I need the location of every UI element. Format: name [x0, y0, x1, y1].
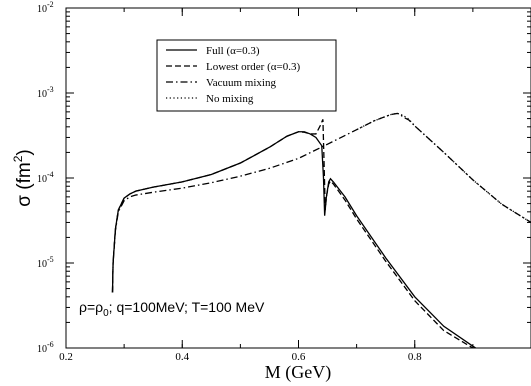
- legend-label: Vacuum mixing: [206, 77, 276, 89]
- legend-label: No mixing: [206, 93, 254, 105]
- series-layer: [111, 112, 531, 348]
- x-tick-label: 0.6: [292, 351, 306, 363]
- x-tick-label: 0.8: [408, 351, 422, 363]
- y-axis-ticks: 10-6 10-5 10-4 10-3 10-2: [37, 0, 531, 355]
- series-line-solid: [111, 131, 477, 348]
- y-tick-label: 10-3: [37, 85, 54, 100]
- x-tick-label: 0.2: [59, 351, 73, 363]
- y-axis-label: σ (fm2): [11, 149, 35, 206]
- legend: Full (α=0.3) Lowest order (α=0.3) Vacuum m…: [156, 39, 337, 112]
- y-tick-label: 10-5: [37, 255, 54, 270]
- x-axis-label: M (GeV): [265, 362, 331, 383]
- condition-annotation: ρ=ρ0; q=100MeV; T=100 MeV: [79, 299, 265, 319]
- legend-label: Lowest order (α=0.3): [206, 61, 300, 73]
- x-axis-ticks: 0.2 0.4 0.6 0.8: [59, 8, 531, 363]
- series-line-dotted: [356, 112, 531, 223]
- series-line-dashdot: [111, 112, 531, 293]
- y-tick-label: 10-4: [37, 170, 54, 185]
- x-tick-label: 0.4: [175, 351, 189, 363]
- legend-box: [156, 39, 337, 112]
- legend-label: Full (α=0.3): [206, 45, 260, 57]
- series-line-dashed: [111, 119, 474, 348]
- y-tick-label: 10-6: [37, 340, 54, 355]
- y-tick-label: 10-2: [37, 0, 54, 15]
- svg-text:σ (fm2): σ (fm2): [11, 149, 35, 206]
